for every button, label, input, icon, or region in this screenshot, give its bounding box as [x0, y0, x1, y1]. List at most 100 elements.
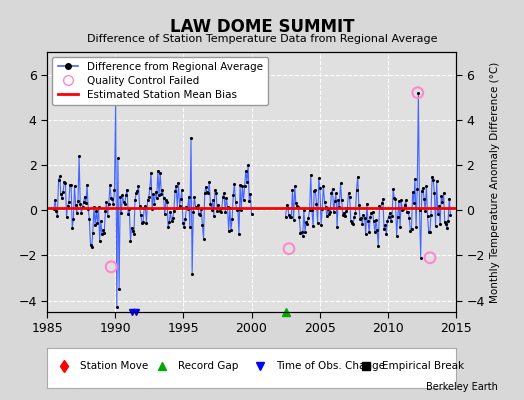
Point — [174, 180, 183, 186]
Point — [199, 236, 208, 242]
Point — [416, 206, 424, 213]
Point — [105, 201, 113, 208]
Point — [374, 242, 383, 249]
Point — [419, 185, 427, 191]
Point — [63, 202, 72, 209]
Point — [313, 220, 322, 226]
Point — [287, 214, 296, 220]
Point — [357, 214, 365, 221]
Point — [52, 208, 60, 214]
Point — [56, 173, 64, 180]
Point — [148, 206, 156, 212]
Point — [165, 218, 173, 225]
Point — [438, 198, 446, 205]
Point — [409, 189, 417, 195]
Point — [122, 192, 130, 198]
Point — [304, 215, 313, 221]
Point — [242, 167, 250, 174]
Point — [282, 202, 291, 208]
Point — [321, 204, 330, 210]
Point — [424, 229, 433, 235]
Point — [113, 304, 121, 311]
Point — [116, 194, 124, 201]
Point — [422, 183, 431, 189]
Point — [311, 186, 320, 193]
Point — [127, 224, 136, 231]
Point — [126, 238, 135, 244]
Point — [208, 206, 216, 213]
Point — [290, 183, 299, 189]
Point — [404, 208, 412, 215]
Point — [140, 205, 148, 212]
Point — [128, 228, 137, 234]
Point — [316, 185, 324, 191]
Point — [308, 207, 316, 213]
Point — [110, 187, 118, 194]
Point — [247, 211, 256, 218]
Point — [355, 202, 363, 209]
Point — [381, 222, 389, 228]
Point — [411, 176, 419, 182]
Point — [118, 192, 127, 199]
Point — [190, 194, 199, 201]
Point — [302, 219, 310, 225]
Point — [86, 242, 95, 248]
Point — [81, 193, 89, 200]
Point — [428, 174, 436, 180]
Point — [216, 208, 225, 215]
Point — [124, 211, 133, 217]
Point — [164, 224, 172, 230]
Point — [388, 213, 396, 219]
Point — [341, 213, 350, 220]
Point — [334, 197, 342, 203]
Point — [93, 220, 102, 226]
Point — [107, 194, 115, 201]
Point — [366, 214, 375, 221]
Point — [407, 226, 416, 232]
Point — [50, 206, 58, 212]
Point — [150, 200, 159, 207]
Point — [386, 210, 394, 216]
Point — [66, 182, 74, 188]
Point — [133, 188, 141, 194]
Point — [367, 210, 376, 216]
Point — [155, 192, 163, 198]
Point — [385, 214, 393, 220]
Point — [431, 223, 440, 229]
Point — [237, 207, 245, 213]
Point — [60, 179, 69, 186]
Point — [243, 179, 251, 186]
Point — [336, 180, 345, 186]
Point — [390, 195, 399, 201]
Point — [82, 199, 90, 206]
Point — [221, 209, 230, 216]
Point — [299, 233, 307, 239]
Point — [335, 204, 344, 210]
Point — [108, 196, 116, 202]
Point — [214, 202, 223, 208]
Point — [69, 216, 78, 222]
Point — [314, 175, 323, 182]
Point — [220, 190, 228, 196]
Point — [96, 218, 105, 224]
Point — [209, 196, 217, 203]
Point — [365, 228, 373, 235]
Point — [362, 231, 370, 237]
Point — [368, 209, 377, 215]
Point — [288, 186, 297, 193]
Point — [103, 212, 112, 219]
Point — [90, 204, 98, 210]
Point — [417, 254, 425, 261]
Point — [132, 190, 140, 196]
Point — [398, 206, 407, 213]
Point — [376, 205, 385, 211]
Point — [418, 188, 426, 194]
Point — [244, 162, 252, 168]
Point — [78, 204, 86, 210]
Point — [354, 173, 362, 180]
Point — [414, 90, 422, 96]
Point — [317, 222, 325, 228]
Legend: Difference from Regional Average, Quality Control Failed, Estimated Station Mean: Difference from Regional Average, Qualit… — [52, 57, 268, 105]
Point — [206, 201, 215, 207]
Point — [77, 210, 85, 217]
